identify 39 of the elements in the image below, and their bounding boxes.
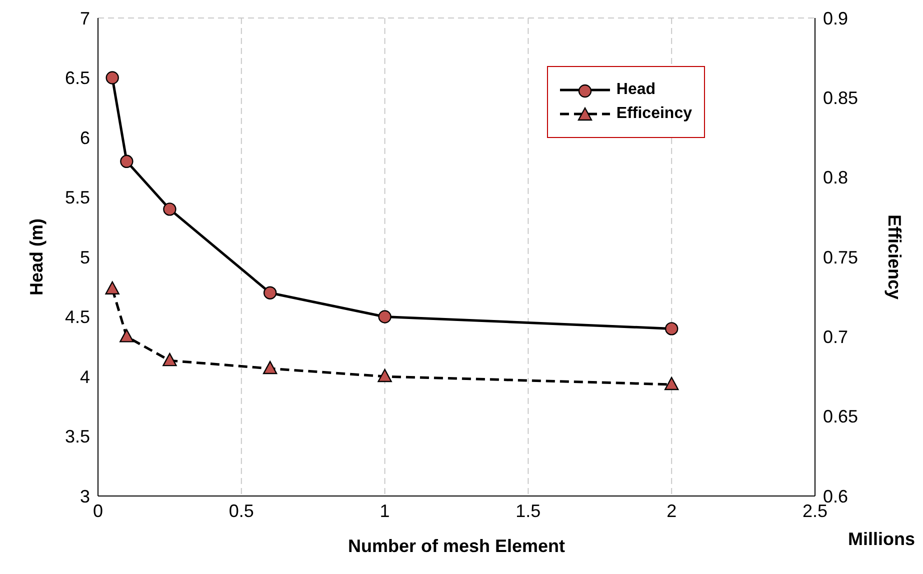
point <box>262 360 278 374</box>
point <box>163 202 176 216</box>
y-tick-label: 3 <box>80 486 90 506</box>
y-tick-label: 4 <box>80 366 90 387</box>
y2-tick-label: 0.85 <box>823 88 858 108</box>
text: Millions <box>848 529 915 550</box>
x-tick-label: 1.5 <box>516 500 541 521</box>
point <box>378 310 392 324</box>
y-tick-label: 3.5 <box>64 426 90 447</box>
y-tick-label: 6 <box>80 128 90 148</box>
point <box>665 322 678 336</box>
y-tick-label: 5.5 <box>64 188 90 208</box>
point <box>120 154 134 168</box>
y2-tick-label: 0.75 <box>823 247 858 268</box>
point <box>664 376 679 390</box>
y-tick-label: 6.5 <box>64 68 90 88</box>
y-axis-title: Head (m) <box>26 218 46 296</box>
legend-label: Head <box>616 81 656 99</box>
point <box>263 286 277 300</box>
y-tick-label: 5 <box>80 247 90 268</box>
point <box>105 281 120 294</box>
point <box>106 71 119 84</box>
x-tick-label: 1 <box>380 500 390 521</box>
y-tick-label: 4.5 <box>64 307 90 328</box>
x-tick-label: 0 <box>92 500 104 521</box>
y2-tick-label: 0.9 <box>823 8 848 28</box>
y2-tick-label: 0.8 <box>823 168 848 188</box>
y2-tick-label: 0.7 <box>823 327 848 348</box>
y2-tick-label: 0.6 <box>823 486 848 506</box>
point <box>378 368 392 382</box>
y-tick-label: 7 <box>80 8 90 28</box>
y2-axis-title: Efficiency <box>884 214 905 300</box>
y2-tick-label: 0.65 <box>823 406 858 427</box>
x-axis-title: Number of mesh Element <box>348 536 566 556</box>
point <box>162 352 177 366</box>
point <box>120 329 134 342</box>
x-tick-label: 2 <box>666 500 677 521</box>
x-tick-label: 0.5 <box>228 500 254 521</box>
legend-label: Efficeincy <box>616 105 692 123</box>
